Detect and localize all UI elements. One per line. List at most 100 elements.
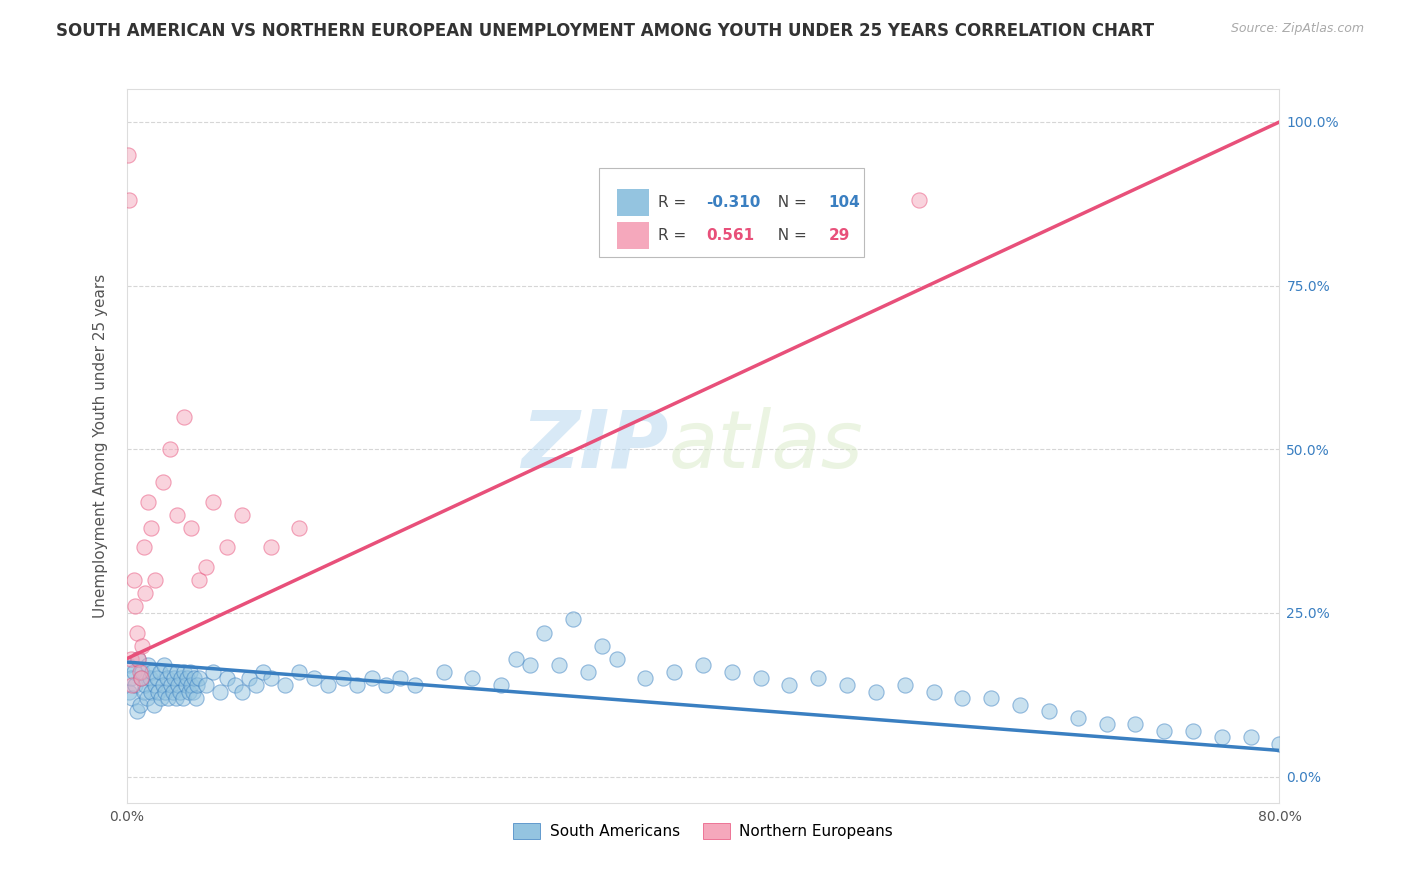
Point — [1010, 698, 1032, 712]
Point — [1125, 717, 1147, 731]
Point — [176, 672, 198, 686]
Point — [194, 560, 217, 574]
Point — [128, 665, 150, 679]
Y-axis label: Unemployment Among Youth under 25 years: Unemployment Among Youth under 25 years — [93, 274, 108, 618]
Point — [461, 672, 484, 686]
Point — [865, 684, 887, 698]
Point — [634, 672, 657, 686]
Text: atlas: atlas — [668, 407, 863, 485]
Point — [1038, 704, 1060, 718]
Point — [149, 665, 172, 679]
Point — [894, 678, 917, 692]
Point — [172, 691, 194, 706]
Point — [165, 691, 187, 706]
Point — [374, 678, 398, 692]
Point — [121, 678, 143, 692]
Text: SOUTH AMERICAN VS NORTHERN EUROPEAN UNEMPLOYMENT AMONG YOUTH UNDER 25 YEARS CORR: SOUTH AMERICAN VS NORTHERN EUROPEAN UNEM… — [56, 22, 1154, 40]
Point — [231, 684, 253, 698]
Point — [302, 672, 325, 686]
Text: N =: N = — [768, 195, 811, 210]
Point — [1095, 717, 1118, 731]
Point — [181, 684, 204, 698]
Point — [980, 691, 1002, 706]
Point — [209, 684, 232, 698]
Point — [591, 639, 613, 653]
Point — [807, 672, 830, 686]
Point — [562, 612, 585, 626]
Point — [156, 672, 179, 686]
Point — [139, 521, 162, 535]
Bar — [617, 222, 648, 249]
Point — [186, 678, 208, 692]
Point — [360, 672, 382, 686]
Point — [134, 678, 156, 692]
Point — [231, 508, 253, 522]
Point — [259, 672, 281, 686]
Point — [174, 678, 197, 692]
Point — [118, 194, 141, 208]
Point — [202, 665, 225, 679]
Point — [180, 678, 202, 692]
Point — [720, 665, 742, 679]
Point — [224, 678, 246, 692]
Text: R =: R = — [658, 227, 692, 243]
Point — [127, 652, 149, 666]
Point — [288, 521, 311, 535]
Point — [1067, 711, 1090, 725]
Point — [167, 678, 190, 692]
Point — [274, 678, 297, 692]
Point — [160, 678, 183, 692]
Text: 29: 29 — [828, 227, 851, 243]
Point — [180, 521, 202, 535]
Point — [136, 658, 159, 673]
Point — [159, 442, 181, 457]
Point — [120, 652, 142, 666]
Point — [238, 672, 260, 686]
Point — [150, 691, 173, 706]
Point — [404, 678, 426, 692]
Point — [138, 672, 160, 686]
Point — [187, 672, 209, 686]
Point — [187, 573, 209, 587]
Point — [166, 665, 188, 679]
Point — [166, 508, 188, 522]
Point — [505, 652, 527, 666]
Point — [125, 625, 148, 640]
Point — [779, 678, 801, 692]
Point — [288, 665, 311, 679]
Point — [169, 684, 191, 698]
Point — [606, 652, 628, 666]
Point — [908, 194, 931, 208]
Point — [121, 691, 143, 706]
Point — [131, 639, 153, 653]
Point — [950, 691, 973, 706]
Text: ZIP: ZIP — [522, 407, 668, 485]
Text: Source: ZipAtlas.com: Source: ZipAtlas.com — [1230, 22, 1364, 36]
Point — [217, 672, 239, 686]
Point — [1153, 723, 1175, 738]
Legend: South Americans, Northern Europeans: South Americans, Northern Europeans — [506, 817, 900, 845]
Point — [122, 573, 145, 587]
Point — [664, 665, 686, 679]
Point — [318, 678, 340, 692]
Point — [173, 665, 195, 679]
Text: -0.310: -0.310 — [706, 195, 761, 210]
Text: N =: N = — [768, 227, 811, 243]
Point — [125, 704, 148, 718]
Point — [136, 494, 159, 508]
Point — [132, 684, 155, 698]
Point — [124, 599, 146, 614]
Point — [155, 684, 177, 698]
Point — [148, 684, 170, 698]
Point — [118, 684, 141, 698]
Point — [332, 672, 354, 686]
Point — [159, 665, 181, 679]
Point — [922, 684, 945, 698]
Point — [259, 541, 281, 555]
Point — [153, 658, 176, 673]
Point — [1211, 731, 1233, 745]
Point — [245, 678, 267, 692]
Point — [131, 665, 153, 679]
Point — [170, 672, 193, 686]
Point — [129, 672, 152, 686]
